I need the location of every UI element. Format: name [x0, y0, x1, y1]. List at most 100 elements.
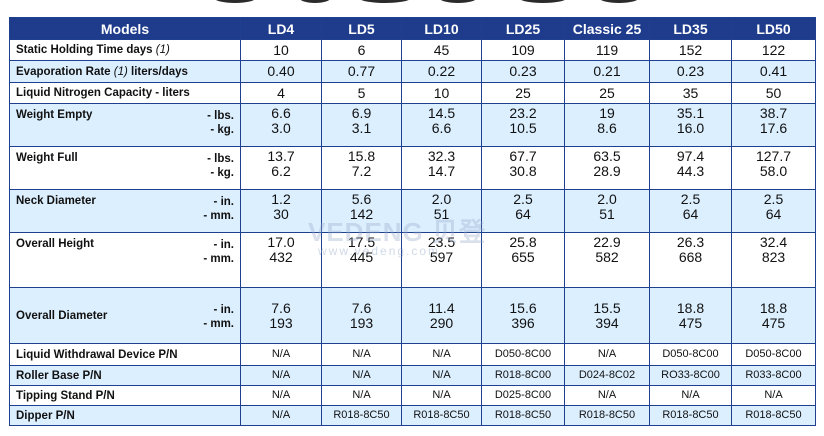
- column-header: LD25: [481, 17, 565, 40]
- table-cell: R018-8C50: [481, 405, 565, 426]
- row-label: Tipping Stand P/N: [9, 385, 241, 406]
- row-label: Overall Diameter - in. - mm.: [9, 287, 241, 344]
- table-cell: 5.6 142: [321, 189, 402, 233]
- table-cell: 15.8 7.2: [321, 146, 402, 190]
- table-cell: 6.6 3.0: [240, 103, 322, 147]
- table-cell: 2.5 64: [731, 189, 816, 233]
- table-cell: N/A: [321, 385, 402, 406]
- table-cell: N/A: [240, 385, 322, 406]
- table-cell: N/A: [649, 385, 732, 406]
- table-cell: 1.2 30: [240, 189, 322, 233]
- table-cell: 0.77: [321, 60, 402, 83]
- table-cell: N/A: [401, 385, 482, 406]
- table-cell: 11.4 290: [401, 287, 482, 344]
- table-cell: N/A: [240, 343, 322, 366]
- table-cell: 15.5 394: [564, 287, 650, 344]
- column-header: LD35: [649, 17, 732, 40]
- table-cell: 127.7 58.0: [731, 146, 816, 190]
- table-cell: 10: [240, 39, 322, 61]
- row-label: Weight Full - lbs. - kg.: [9, 146, 241, 190]
- table-cell: 6.9 3.1: [321, 103, 402, 147]
- table-row: Evaporation Rate (1) liters/days 0.40 0.…: [9, 60, 816, 83]
- table-row: Weight Full - lbs. - kg. 13.7 6.2 15.8 7.2 …: [9, 146, 816, 190]
- table-cell: 0.23: [649, 60, 732, 83]
- table-cell: N/A: [321, 365, 402, 386]
- table-cell: 97.4 44.3: [649, 146, 732, 190]
- table-row: Liquid Withdrawal Device P/N N/A N/A N/A…: [9, 343, 816, 366]
- column-header: LD5: [321, 17, 402, 40]
- table-cell: 63.5 28.9: [564, 146, 650, 190]
- table-cell: 2.0 51: [564, 189, 650, 233]
- table-row: Overall Diameter - in. - mm. 7.6 193 7.6 19…: [9, 287, 816, 344]
- table-cell: RO33-8C00: [649, 365, 732, 386]
- table-cell: 45: [401, 39, 482, 61]
- unit-labels: - in. - mm.: [203, 239, 234, 265]
- table-cell: 23.5 597: [401, 232, 482, 288]
- table-cell: D050-8C00: [731, 343, 816, 366]
- table-cell: 6: [321, 39, 402, 61]
- table-cell: R018-8C50: [731, 405, 816, 426]
- table-cell: 22.9 582: [564, 232, 650, 288]
- table-cell: D050-8C00: [649, 343, 732, 366]
- table-row: Static Holding Time days (1) 10 6 45 109…: [9, 39, 816, 61]
- table-row: Dipper P/N N/A R018-8C50 R018-8C50 R018-…: [9, 405, 816, 426]
- table-cell: R018-8C50: [649, 405, 732, 426]
- column-header: Classic 25: [564, 17, 650, 40]
- table-cell: D024-8C02: [564, 365, 650, 386]
- table-cell: 50: [731, 82, 816, 104]
- table-cell: 0.40: [240, 60, 322, 83]
- table-cell: 15.6 396: [481, 287, 565, 344]
- table-cell: R018-8C50: [321, 405, 402, 426]
- table-cell: R018-8C50: [564, 405, 650, 426]
- table-cell: 5: [321, 82, 402, 104]
- table-cell: N/A: [240, 365, 322, 386]
- table-cell: 0.41: [731, 60, 816, 83]
- unit-labels: - lbs. - kg.: [207, 110, 234, 136]
- cropped-image-strip: [0, 0, 824, 18]
- table-cell: 32.3 14.7: [401, 146, 482, 190]
- table-cell: N/A: [401, 343, 482, 366]
- table-cell: 25: [481, 82, 565, 104]
- table-cell: 18.8 475: [731, 287, 816, 344]
- table-cell: 0.23: [481, 60, 565, 83]
- row-label: Overall Height - in. - mm.: [9, 232, 241, 288]
- row-label: Liquid Withdrawal Device P/N: [9, 343, 241, 366]
- row-label: Static Holding Time days (1): [9, 39, 241, 61]
- table-cell: 25.8 655: [481, 232, 565, 288]
- table-cell: N/A: [321, 343, 402, 366]
- table-cell: 122: [731, 39, 816, 61]
- table-cell: 35: [649, 82, 732, 104]
- table-cell: N/A: [731, 385, 816, 406]
- table-cell: 2.0 51: [401, 189, 482, 233]
- table-cell: 10: [401, 82, 482, 104]
- models-header: Models: [9, 17, 241, 40]
- table-cell: D050-8C00: [481, 343, 565, 366]
- specifications-table: Models LD4 LD5 LD10 LD25 Classic 25 LD35…: [9, 17, 816, 426]
- table-cell: 17.0 432: [240, 232, 322, 288]
- table-cell: 119: [564, 39, 650, 61]
- table-cell: N/A: [564, 343, 650, 366]
- table-cell: 152: [649, 39, 732, 61]
- table-row: Neck Diameter - in. - mm. 1.2 30 5.6 142 2.…: [9, 189, 816, 233]
- unit-labels: - in. - mm.: [203, 196, 234, 222]
- table-cell: R018-8C50: [401, 405, 482, 426]
- table-row: Tipping Stand P/N N/A N/A N/A D025-8C00 …: [9, 385, 816, 406]
- table-cell: 7.6 193: [240, 287, 322, 344]
- table-cell: 7.6 193: [321, 287, 402, 344]
- table-cell: 67.7 30.8: [481, 146, 565, 190]
- column-header: LD50: [731, 17, 816, 40]
- table-cell: 32.4 823: [731, 232, 816, 288]
- table-cell: 2.5 64: [649, 189, 732, 233]
- table-row: Liquid Nitrogen Capacity - liters 4 5 10…: [9, 82, 816, 104]
- table-cell: 19 8.6: [564, 103, 650, 147]
- table-cell: 23.2 10.5: [481, 103, 565, 147]
- table-cell: N/A: [240, 405, 322, 426]
- table-cell: R033-8C00: [731, 365, 816, 386]
- table-cell: R018-8C00: [481, 365, 565, 386]
- table-row: Roller Base P/N N/A N/A N/A R018-8C00 D0…: [9, 365, 816, 386]
- row-label: Evaporation Rate (1) liters/days: [9, 60, 241, 83]
- table-cell: D025-8C00: [481, 385, 565, 406]
- table-cell: N/A: [564, 385, 650, 406]
- row-label: Roller Base P/N: [9, 365, 241, 386]
- table-cell: 25: [564, 82, 650, 104]
